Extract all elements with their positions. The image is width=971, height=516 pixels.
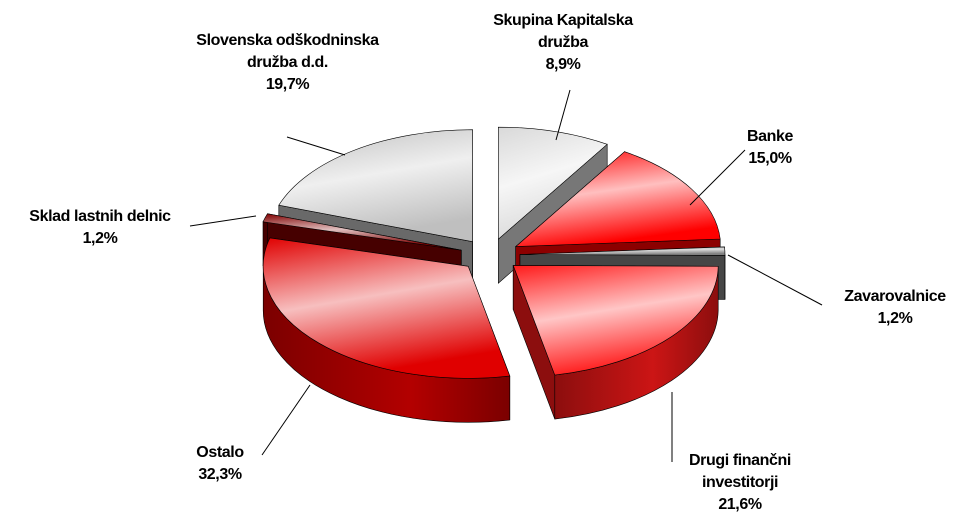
slice-label: Sklad lastnih delnic 1,2% bbox=[5, 206, 195, 250]
slice-label: Zavarovalnice 1,2% bbox=[820, 286, 970, 330]
slice-top bbox=[262, 237, 511, 379]
slice-top bbox=[262, 213, 462, 251]
slice-label: Banke 15,0% bbox=[710, 126, 830, 170]
category-label: Sklad lastnih delnic bbox=[29, 208, 171, 225]
pie-slice bbox=[262, 237, 511, 423]
leader-line bbox=[286, 136, 346, 156]
slice-top bbox=[512, 265, 719, 376]
category-label: Zavarovalnice bbox=[844, 288, 946, 305]
leader-line bbox=[261, 384, 311, 456]
slice-label: Skupina Kapitalska družba 8,9% bbox=[468, 10, 658, 76]
slice-top bbox=[514, 151, 721, 247]
category-label: Slovenska odškodninska družba d.d. bbox=[196, 32, 379, 71]
category-label: Skupina Kapitalska družba bbox=[493, 12, 633, 51]
value-label: 32,3% bbox=[198, 466, 242, 483]
slice-label: Ostalo 32,3% bbox=[170, 442, 270, 486]
pie-slice bbox=[512, 265, 719, 420]
slice-label: Drugi finančni investitorji 21,6% bbox=[670, 450, 810, 516]
value-label: 1,2% bbox=[877, 310, 913, 327]
category-label: Drugi finančni investitorji bbox=[689, 452, 791, 491]
slice-label: Slovenska odškodninska družba d.d. 19,7% bbox=[190, 30, 385, 96]
leader-line bbox=[189, 215, 257, 227]
leader-line bbox=[727, 254, 823, 306]
slice-top bbox=[278, 129, 473, 243]
leader-line bbox=[555, 89, 571, 141]
slice-top bbox=[519, 246, 726, 256]
value-label: 19,7% bbox=[265, 76, 310, 93]
value-label: 1,2% bbox=[82, 230, 118, 247]
slices bbox=[262, 126, 726, 423]
leader-line bbox=[689, 149, 746, 206]
category-label: Banke bbox=[746, 128, 794, 145]
value-label: 15,0% bbox=[748, 150, 792, 167]
value-label: 21,6% bbox=[718, 496, 762, 513]
value-label: 8,9% bbox=[545, 56, 581, 73]
category-label: Ostalo bbox=[196, 444, 244, 461]
slice-top bbox=[498, 126, 608, 240]
